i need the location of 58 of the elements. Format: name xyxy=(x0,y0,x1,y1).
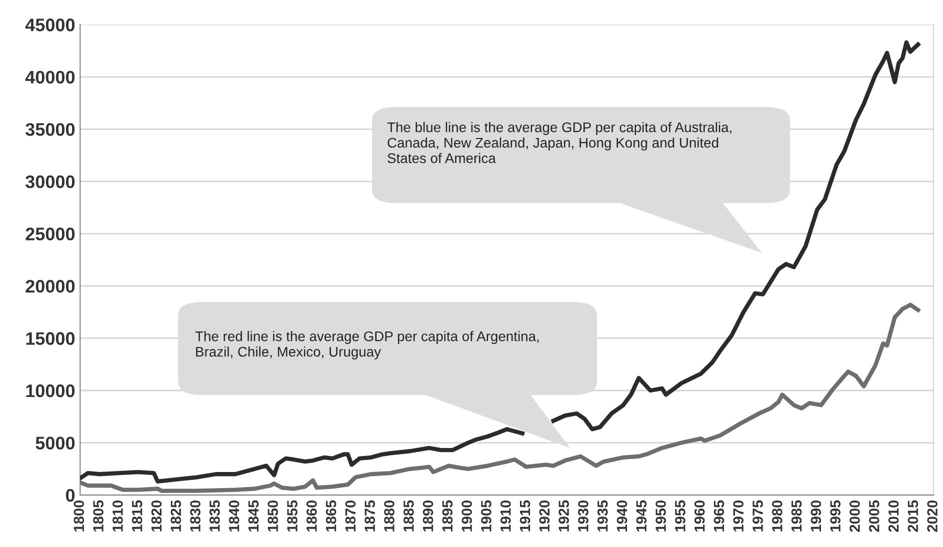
x-tick-label: 1855 xyxy=(287,500,298,532)
x-tick-label: 1840 xyxy=(228,500,240,532)
x-tick-label: 1925 xyxy=(558,500,569,532)
x-tick-label: 1805 xyxy=(93,500,104,532)
x-tick-label: 1850 xyxy=(268,500,278,532)
x-tick-label: 1900 xyxy=(462,500,472,532)
x-tick-label: 1975 xyxy=(752,500,763,532)
x-tick-label: 1865 xyxy=(326,500,336,532)
x-tick-label: 1990 xyxy=(810,500,822,532)
x-tick-label: 2020 xyxy=(927,500,938,532)
x-tick-label: 1965 xyxy=(714,500,724,532)
x-tick-label: 1835 xyxy=(210,500,220,532)
y-tick-label: 25000 xyxy=(26,228,75,240)
y-tick-label: 45000 xyxy=(25,18,75,32)
x-tick-label: 1910 xyxy=(500,500,511,532)
x-tick-label: 1870 xyxy=(345,500,356,532)
y-tick-label: 30000 xyxy=(26,175,75,188)
x-tick-label: 2005 xyxy=(868,500,880,532)
x-tick-label: 1945 xyxy=(636,500,647,532)
x-tick-label: 1905 xyxy=(481,500,492,532)
x-tick-label: 1980 xyxy=(772,500,782,532)
annotation: The red line is the average GDP per capita of Argentina, Brazil, Chile, Mexico, Uruguay xyxy=(195,331,539,360)
x-tick-label: 1895 xyxy=(442,500,453,532)
y-tick-label: 10000 xyxy=(26,384,75,398)
y-tick-label: 0 xyxy=(66,488,75,502)
y-tick-label: 40000 xyxy=(25,70,75,84)
x-tick-label: 1890 xyxy=(422,500,434,532)
x-tick-label: 2000 xyxy=(850,500,860,532)
x-tick-label: 1875 xyxy=(364,500,376,532)
x-tick-label: 1820 xyxy=(151,500,162,532)
x-tick-label: 1915 xyxy=(520,500,530,532)
x-tick-label: 1920 xyxy=(539,500,550,532)
x-tick-label: 1950 xyxy=(656,500,666,532)
y-tick-label: 5000 xyxy=(36,436,75,450)
y-tick-label: 20000 xyxy=(26,280,75,293)
x-tick-label: 1830 xyxy=(190,500,200,532)
x-tick-label: 1935 xyxy=(597,500,608,532)
x-tick-label: 1970 xyxy=(733,500,744,532)
x-tick-label: 1800 xyxy=(74,500,84,532)
y-tick-label: 35000 xyxy=(26,123,75,136)
x-tick-label: 1960 xyxy=(694,500,705,532)
x-tick-label: 1880 xyxy=(384,500,394,532)
x-tick-label: 1885 xyxy=(403,500,414,532)
annotation: The blue line is the average GDP per capita of Australia, Canada, New Zealand, Japan, Hong Kong and United States of America xyxy=(387,122,732,164)
line-series xyxy=(80,302,920,493)
x-tick-label: 1845 xyxy=(248,500,259,532)
x-tick-label: 1860 xyxy=(306,500,317,532)
x-tick-label: 1995 xyxy=(830,500,841,532)
x-tick-label: 1955 xyxy=(675,500,686,532)
x-tick-label: 2010 xyxy=(888,500,899,532)
x-tick-label: 1815 xyxy=(132,500,142,532)
y-tick-label: 15000 xyxy=(26,332,75,345)
x-tick-label: 1810 xyxy=(112,500,123,532)
x-tick-label: 2015 xyxy=(908,500,918,532)
x-tick-label: 1930 xyxy=(578,500,588,532)
x-tick-label: 1825 xyxy=(170,500,182,532)
x-tick-label: 1940 xyxy=(616,500,628,532)
x-tick-label: 1985 xyxy=(791,500,802,532)
